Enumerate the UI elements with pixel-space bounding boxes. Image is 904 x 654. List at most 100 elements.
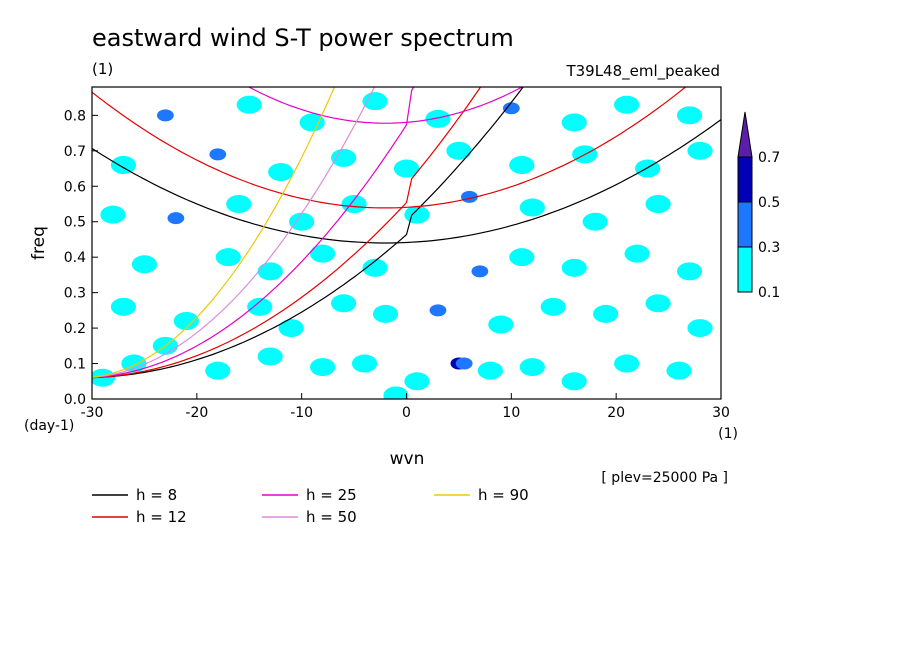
- power-contour-28: [131, 255, 158, 274]
- y-tick-label: 0.4: [64, 250, 86, 266]
- colorbar-label: 0.1: [758, 285, 780, 301]
- x-ticks: -30 -20 -10 0 10 20 30: [81, 393, 730, 421]
- power-contour-53: [446, 141, 472, 160]
- power-contour-41: [289, 212, 315, 231]
- power-contour-57: [687, 141, 713, 160]
- power-contour-38: [100, 205, 126, 224]
- y-tick-label: 0.5: [64, 215, 86, 231]
- run-label: T39L48_eml_peaked: [565, 62, 720, 81]
- colorbar-label: 0.5: [758, 195, 780, 211]
- y-axis-unit: (day-1): [24, 418, 74, 434]
- power-contour-43: [404, 205, 430, 224]
- x-tick-label: 30: [712, 405, 730, 421]
- y-tick-label: 0.0: [64, 392, 86, 408]
- curve-kelvin-1: [92, 87, 482, 379]
- power-contour-63: [502, 102, 520, 115]
- power-contour-47: [645, 195, 671, 213]
- power-contour-12: [561, 372, 587, 391]
- colorbar-segment: [737, 156, 753, 203]
- power-contour-26: [645, 294, 671, 313]
- power-contour-65: [614, 95, 640, 114]
- x-tick-label: 20: [607, 405, 625, 421]
- y-tick-label: 0.1: [64, 357, 86, 373]
- power-contour-0: [92, 368, 116, 387]
- x-axis-label: wvn: [390, 449, 425, 469]
- x-tick-label: -30: [81, 405, 104, 421]
- colorbar: 0.1 0.3 0.5 0.7: [737, 111, 780, 301]
- chart-title: eastward wind S-T power spectrum: [92, 24, 514, 52]
- power-contour-13: [614, 354, 640, 373]
- power-contour-30: [257, 262, 283, 281]
- curve-kelvin-3: [92, 87, 376, 378]
- colorbar-label: 0.3: [758, 240, 780, 256]
- power-contour-20: [331, 294, 357, 313]
- plev-note: [ plev=25000 Pa ]: [601, 470, 728, 486]
- power-contour-45: [519, 198, 545, 217]
- legend: h = 8 h = 12 h = 25 h = 50 h = 90: [92, 486, 529, 526]
- power-contour-25: [593, 304, 619, 323]
- legend-label: h = 8: [136, 486, 177, 504]
- power-contour-39: [167, 212, 185, 225]
- power-contour-32: [362, 258, 388, 277]
- curve-gravity-2: [247, 87, 524, 124]
- power-contour-66: [676, 106, 703, 125]
- power-contour-59: [236, 95, 262, 114]
- legend-label: h = 25: [306, 486, 357, 504]
- curve-kelvin-0: [92, 87, 524, 379]
- legend-label: h = 90: [478, 486, 529, 504]
- power-contour-18: [247, 297, 273, 316]
- power-contour-36: [624, 244, 650, 263]
- x-tick-label: 0: [402, 405, 411, 421]
- power-contour-60: [299, 113, 325, 132]
- dispersion-curves: [92, 87, 721, 379]
- colorbar-label: 0.7: [758, 150, 780, 166]
- legend-label: h = 12: [136, 508, 187, 526]
- power-contour-49: [209, 148, 227, 161]
- power-contour-52: [393, 159, 420, 178]
- power-contour-40: [226, 195, 252, 213]
- y-ticks: 0.0 0.1 0.2 0.3 0.4 0.5 0.6 0.7 0.8: [64, 108, 98, 408]
- curve-gravity-0: [92, 119, 721, 244]
- power-contour-58: [156, 109, 174, 122]
- x-tick-label: -10: [290, 405, 313, 421]
- power-contour-24: [540, 297, 566, 316]
- power-contour-51: [331, 148, 357, 167]
- power-contour-3: [205, 361, 231, 380]
- power-contour-22: [429, 304, 447, 317]
- power-contour-9: [455, 357, 473, 370]
- y-tick-label: 0.6: [64, 179, 86, 195]
- power-contour-6: [351, 354, 378, 373]
- power-contour-5: [310, 358, 336, 377]
- power-contour-64: [561, 113, 587, 132]
- curve-gravity-1: [92, 87, 687, 209]
- power-contour-15: [383, 386, 409, 399]
- power-contour-14: [666, 361, 692, 380]
- power-contour-31: [310, 244, 336, 263]
- curve-kelvin-4: [92, 87, 336, 378]
- y-tick-label: 0.8: [64, 108, 86, 124]
- x-axis-unit: (1): [718, 426, 738, 442]
- power-contour-16: [110, 297, 137, 316]
- power-contour-34: [509, 248, 535, 267]
- power-contour-61: [362, 92, 388, 111]
- legend-label: h = 50: [306, 508, 357, 526]
- y-axis-label: freq: [29, 226, 49, 260]
- power-contour-17: [173, 312, 199, 330]
- power-contour-27: [687, 319, 713, 338]
- power-contour-23: [488, 315, 514, 334]
- power-contour-62: [425, 109, 451, 128]
- power-contour-10: [477, 361, 503, 380]
- x-tick-label: 10: [502, 405, 520, 421]
- power-contour-19: [278, 319, 304, 338]
- power-contour-46: [582, 212, 608, 231]
- power-contour-21: [372, 304, 399, 323]
- curve-kelvin-2: [92, 87, 415, 379]
- y-tick-label: 0.7: [64, 144, 86, 160]
- power-contour-48: [110, 156, 137, 174]
- power-contour-1: [121, 354, 147, 373]
- power-contour-7: [404, 372, 430, 391]
- y-tick-label: 0.2: [64, 321, 86, 337]
- power-contour-33: [471, 265, 489, 278]
